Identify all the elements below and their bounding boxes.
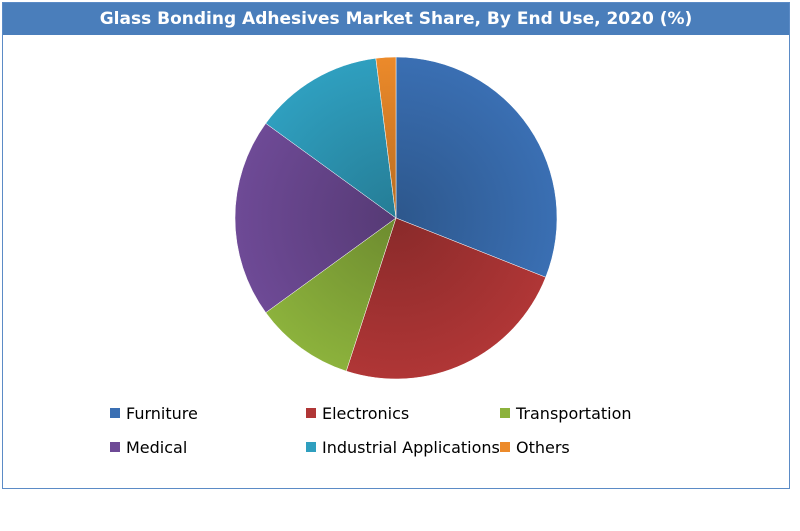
pie-slice-medical bbox=[234, 123, 397, 313]
legend-swatch-industrial-applications bbox=[306, 442, 316, 452]
pie-slice-others bbox=[375, 56, 397, 219]
legend-item-medical: Medical bbox=[110, 438, 187, 458]
legend-swatch-medical bbox=[110, 442, 120, 452]
legend-swatch-furniture bbox=[110, 408, 120, 418]
legend-item-electronics: Electronics bbox=[306, 404, 409, 424]
pie-slice-transportation bbox=[265, 217, 397, 372]
legend-swatch-transportation bbox=[500, 408, 510, 418]
legend-label-others: Others bbox=[516, 438, 570, 457]
legend-label-furniture: Furniture bbox=[126, 404, 198, 423]
pie-slice-electronics bbox=[345, 217, 547, 380]
legend-swatch-others bbox=[500, 442, 510, 452]
legend-item-furniture: Furniture bbox=[110, 404, 198, 424]
chart-title: Glass Bonding Adhesives Market Share, By… bbox=[3, 3, 789, 35]
pie-slice-furniture bbox=[395, 56, 558, 278]
legend-item-others: Others bbox=[500, 438, 570, 458]
legend-item-industrial-applications: Industrial Applications bbox=[306, 438, 500, 458]
legend-item-transportation: Transportation bbox=[500, 404, 632, 424]
legend-label-industrial-applications: Industrial Applications bbox=[322, 438, 500, 457]
legend-label-electronics: Electronics bbox=[322, 404, 410, 423]
legend-label-medical: Medical bbox=[126, 438, 188, 457]
legend-swatch-electronics bbox=[306, 408, 316, 418]
pie-slice-industrial-applications bbox=[265, 57, 397, 219]
legend-label-transportation: Transportation bbox=[516, 404, 632, 423]
